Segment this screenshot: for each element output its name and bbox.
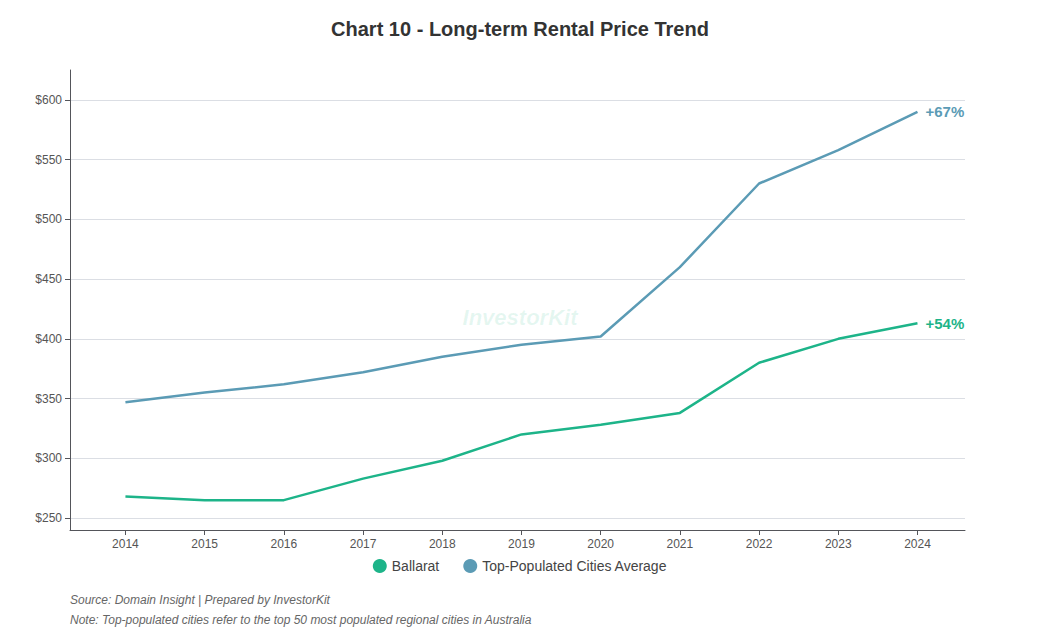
svg-text:2022: 2022 (746, 537, 773, 551)
svg-text:2014: 2014 (112, 537, 139, 551)
svg-text:2018: 2018 (429, 537, 456, 551)
svg-text:2020: 2020 (587, 537, 614, 551)
svg-text:InvestorKit: InvestorKit (463, 305, 580, 330)
svg-text:2015: 2015 (191, 537, 218, 551)
svg-text:$250: $250 (35, 511, 62, 525)
svg-text:$300: $300 (35, 451, 62, 465)
svg-text:Source: Domain Insight | Prepa: Source: Domain Insight | Prepared by Inv… (70, 593, 331, 607)
svg-text:2016: 2016 (270, 537, 297, 551)
svg-text:2019: 2019 (508, 537, 535, 551)
svg-text:Note: Top-populated cities ref: Note: Top-populated cities refer to the … (70, 613, 532, 627)
svg-text:$350: $350 (35, 392, 62, 406)
svg-text:Top-Populated Cities Average: Top-Populated Cities Average (482, 558, 666, 574)
svg-text:2024: 2024 (904, 537, 931, 551)
svg-text:Chart 10 - Long-term Rental Pr: Chart 10 - Long-term Rental Price Trend (331, 18, 709, 40)
svg-text:$550: $550 (35, 153, 62, 167)
svg-text:2017: 2017 (350, 537, 377, 551)
svg-text:2023: 2023 (825, 537, 852, 551)
svg-text:+54%: +54% (925, 315, 964, 332)
svg-text:$600: $600 (35, 93, 62, 107)
svg-text:Ballarat: Ballarat (392, 558, 440, 574)
svg-text:$400: $400 (35, 332, 62, 346)
svg-text:2021: 2021 (667, 537, 694, 551)
svg-text:+67%: +67% (925, 103, 964, 120)
svg-text:$500: $500 (35, 212, 62, 226)
svg-text:$450: $450 (35, 272, 62, 286)
